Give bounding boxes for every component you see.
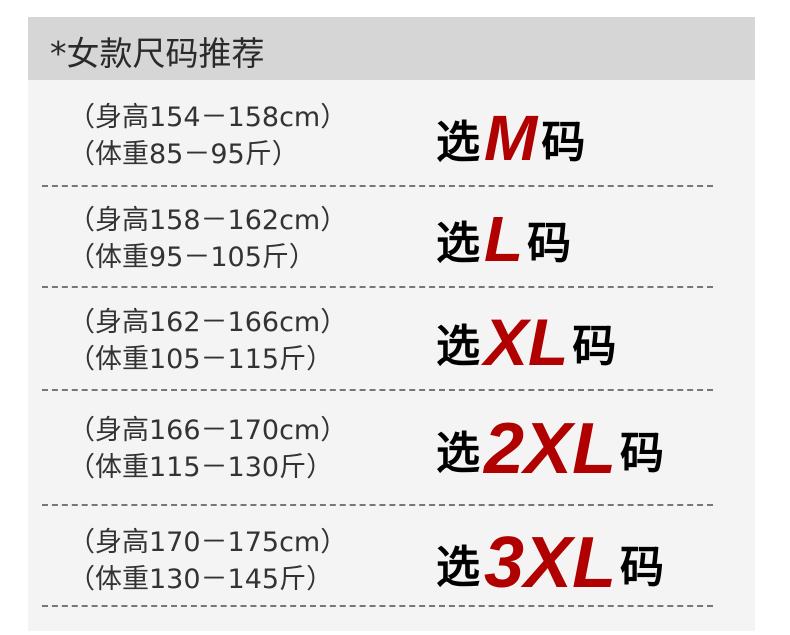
size-recommendation: 选3XL码 xyxy=(436,522,664,604)
divider xyxy=(42,389,713,391)
height-range: （身高154－158cm） xyxy=(68,102,348,133)
weight-range: （体重130－145斤） xyxy=(68,564,334,595)
suffix: 码 xyxy=(541,117,586,168)
prefix: 选 xyxy=(436,321,480,372)
suffix: 码 xyxy=(572,321,617,372)
suffix: 码 xyxy=(620,428,665,479)
size-recommendation: 选XL码 xyxy=(436,304,616,380)
size-label: M xyxy=(484,102,538,174)
suffix: 码 xyxy=(620,542,665,593)
suffix: 码 xyxy=(527,218,572,269)
size-label: 3XL xyxy=(484,523,617,603)
prefix: 选 xyxy=(436,218,480,269)
divider xyxy=(42,185,713,187)
divider xyxy=(42,286,713,288)
chart-title: *女款尺码推荐 xyxy=(50,34,265,73)
height-range: （身高158－162cm） xyxy=(68,205,348,236)
chart-header: *女款尺码推荐 xyxy=(28,17,755,80)
size-label: 2XL xyxy=(484,409,617,489)
weight-range: （体重85－95斤） xyxy=(68,139,299,170)
size-table: （身高154－158cm） （体重85－95斤） 选M码 （身高158－162c… xyxy=(28,80,755,631)
height-range: （身高162－166cm） xyxy=(68,307,348,338)
divider xyxy=(42,605,713,607)
size-label: L xyxy=(484,203,524,275)
size-recommendation: 选M码 xyxy=(436,101,585,175)
divider xyxy=(42,504,713,506)
height-range: （身高170－175cm） xyxy=(68,527,348,558)
size-label: XL xyxy=(484,305,569,379)
height-range: （身高166－170cm） xyxy=(68,415,348,446)
size-recommendation: 选2XL码 xyxy=(436,408,664,490)
weight-range: （体重95－105斤） xyxy=(68,242,316,273)
prefix: 选 xyxy=(436,542,480,593)
prefix: 选 xyxy=(436,117,480,168)
weight-range: （体重105－115斤） xyxy=(68,344,334,375)
size-recommendation: 选L码 xyxy=(436,202,571,276)
prefix: 选 xyxy=(436,428,480,479)
weight-range: （体重115－130斤） xyxy=(68,452,334,483)
